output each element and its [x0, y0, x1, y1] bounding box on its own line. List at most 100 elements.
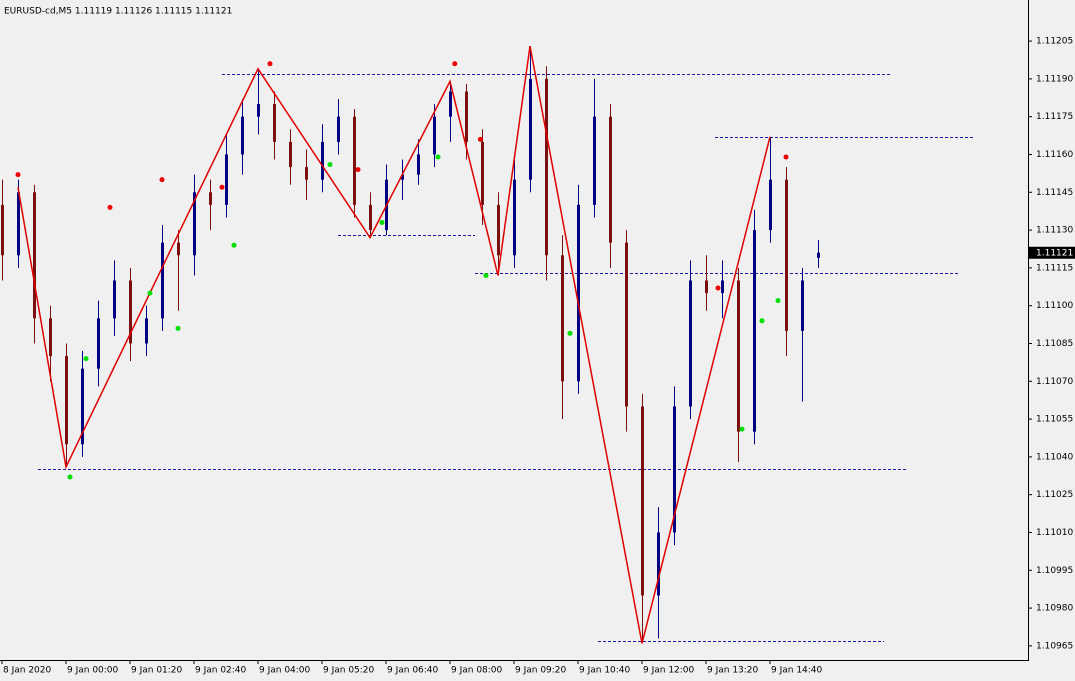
y-tick-label: 1.11100: [1036, 301, 1073, 311]
candle-body: [17, 192, 20, 256]
candle-body: [129, 280, 132, 344]
y-tick-label: 1.11070: [1036, 377, 1073, 387]
candle-body: [273, 104, 276, 142]
candle-body: [785, 179, 788, 331]
candle-body: [97, 318, 100, 369]
candle-body: [33, 192, 36, 319]
current-price-box: [1029, 246, 1075, 259]
candle-body: [817, 252, 820, 258]
chart-title: EURUSD-cd,M5 1.11119 1.11126 1.11115 1.1…: [4, 7, 232, 17]
candle-body: [369, 204, 372, 231]
candle-body: [657, 532, 660, 596]
green-dots: [231, 242, 237, 248]
candle-body: [193, 192, 196, 256]
green-dots: [379, 220, 385, 226]
candle-body: [161, 242, 164, 319]
y-tick-label: 1.11205: [1036, 37, 1073, 47]
current-price-label: 1.11121: [1036, 248, 1073, 258]
candle-body: [753, 230, 756, 432]
x-tick-label: 9 Jan 00:00: [67, 666, 119, 676]
candle-body: [689, 280, 692, 407]
candle-body: [481, 141, 484, 205]
candle-body: [401, 174, 404, 180]
candle-body: [81, 368, 84, 445]
candle-body: [49, 318, 52, 357]
candle-body: [673, 406, 676, 533]
candle-body: [321, 141, 324, 180]
y-tick-label: 1.10980: [1036, 604, 1073, 614]
candle-body: [305, 167, 308, 180]
x-tick-label: 9 Jan 06:40: [387, 666, 439, 676]
red-dots: [267, 61, 273, 67]
green-dots: [67, 474, 73, 480]
candle-body: [593, 116, 596, 205]
green-dots: [175, 325, 181, 331]
candle-body: [737, 280, 740, 432]
green-dots: [567, 330, 573, 336]
candle-body: [641, 406, 644, 596]
green-dots: [759, 318, 765, 324]
y-tick-label: 1.11175: [1036, 112, 1073, 122]
candle-body: [721, 280, 724, 294]
x-tick-label: 9 Jan 09:20: [515, 666, 567, 676]
candle-body: [625, 242, 628, 407]
y-tick-label: 1.10965: [1036, 641, 1073, 651]
x-tick-label: 9 Jan 14:40: [771, 666, 823, 676]
candle-body: [257, 104, 260, 117]
candle-body: [225, 154, 228, 205]
y-tick-label: 1.11025: [1036, 490, 1073, 500]
candle-body: [529, 78, 532, 180]
green-dots: [83, 356, 89, 362]
candle-body: [545, 78, 548, 256]
y-tick-label: 1.11010: [1036, 528, 1073, 538]
candle-body: [289, 141, 292, 168]
green-dots: [147, 290, 153, 296]
y-tick-label: 1.11190: [1036, 74, 1073, 84]
green-dots: [775, 298, 781, 304]
candle-body: [65, 356, 68, 445]
red-dots: [477, 136, 483, 142]
candle-body: [241, 116, 244, 155]
candle-body: [769, 179, 772, 231]
y-tick-label: 1.11160: [1036, 150, 1073, 160]
candle-body: [497, 204, 500, 256]
x-tick-label: 9 Jan 02:40: [195, 666, 247, 676]
red-dots: [355, 167, 361, 173]
green-dots: [739, 426, 745, 432]
x-tick-label: 9 Jan 10:40: [579, 666, 631, 676]
candle-body: [113, 280, 116, 319]
x-tick-label: 9 Jan 08:00: [451, 666, 503, 676]
candle-body: [561, 255, 564, 382]
candle-body: [465, 91, 468, 142]
x-tick-label: 8 Jan 2020: [3, 666, 51, 676]
y-tick-label: 1.11085: [1036, 339, 1073, 349]
candle-body: [145, 318, 148, 344]
red-dots: [715, 285, 721, 291]
red-dots: [159, 177, 165, 183]
candle-body: [513, 179, 516, 256]
y-tick-label: 1.11115: [1036, 263, 1073, 273]
red-dots: [452, 61, 458, 67]
candle-body: [705, 280, 708, 294]
red-dots: [15, 172, 21, 178]
candle-body: [449, 91, 452, 117]
candle-body: [353, 116, 356, 205]
candle-body: [577, 204, 580, 382]
zigzag-line: [17, 45, 771, 644]
candle-body: [1, 204, 4, 256]
candle-body: [433, 116, 436, 155]
candle-body: [177, 242, 180, 256]
red-dots: [219, 184, 225, 190]
x-tick-label: 9 Jan 12:00: [643, 666, 695, 676]
y-tick-label: 1.11130: [1036, 226, 1073, 236]
y-tick-label: 1.10995: [1036, 566, 1073, 576]
y-tick-label: 1.11040: [1036, 452, 1073, 462]
candle-body: [337, 116, 340, 142]
x-tick-label: 9 Jan 04:00: [259, 666, 311, 676]
green-dots: [483, 272, 489, 278]
y-tick-label: 1.11055: [1036, 415, 1073, 425]
green-dots: [435, 154, 441, 160]
green-dots: [327, 162, 333, 168]
